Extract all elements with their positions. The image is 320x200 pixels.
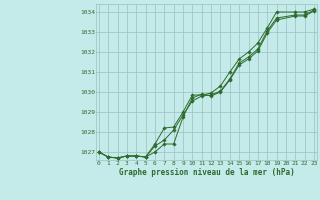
X-axis label: Graphe pression niveau de la mer (hPa): Graphe pression niveau de la mer (hPa) — [118, 168, 294, 177]
